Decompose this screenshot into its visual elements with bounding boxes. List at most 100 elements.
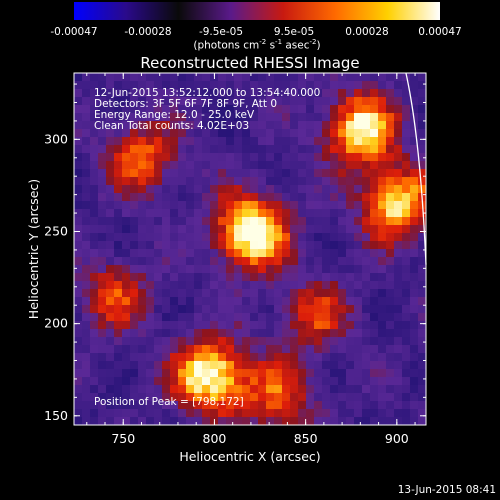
heatmap-cell bbox=[346, 113, 354, 121]
heatmap-cell bbox=[74, 393, 82, 401]
heatmap-cell bbox=[226, 241, 234, 249]
heatmap-cell bbox=[202, 353, 210, 361]
heatmap-cell bbox=[194, 313, 202, 321]
heatmap-cell bbox=[402, 273, 410, 281]
heatmap-cell bbox=[170, 113, 178, 121]
heatmap-cell bbox=[354, 345, 362, 353]
heatmap-cell bbox=[250, 257, 258, 265]
heatmap-cell bbox=[90, 297, 98, 305]
heatmap-cell bbox=[202, 201, 210, 209]
heatmap-cell bbox=[330, 201, 338, 209]
heatmap-cell bbox=[306, 177, 314, 185]
heatmap-cell bbox=[210, 169, 218, 177]
heatmap-cell bbox=[194, 185, 202, 193]
heatmap-cell bbox=[250, 105, 258, 113]
heatmap-cell bbox=[154, 385, 162, 393]
heatmap-cell bbox=[402, 193, 410, 201]
heatmap-cell bbox=[306, 89, 314, 97]
heatmap-cell bbox=[210, 185, 218, 193]
heatmap-cell bbox=[314, 329, 322, 337]
heatmap-cell bbox=[370, 193, 378, 201]
heatmap-cell bbox=[258, 225, 266, 233]
heatmap-cell bbox=[98, 81, 106, 89]
heatmap-cell bbox=[114, 225, 122, 233]
heatmap-cell bbox=[242, 193, 250, 201]
heatmap-cell bbox=[274, 177, 282, 185]
heatmap-cell bbox=[306, 321, 314, 329]
heatmap-cell bbox=[370, 417, 378, 425]
heatmap-cell bbox=[210, 305, 218, 313]
heatmap-cell bbox=[186, 153, 194, 161]
heatmap-cell bbox=[266, 81, 274, 89]
heatmap-cell bbox=[122, 145, 130, 153]
heatmap-cell bbox=[162, 361, 170, 369]
heatmap-cell bbox=[250, 297, 258, 305]
heatmap-cell bbox=[98, 225, 106, 233]
heatmap-cell bbox=[274, 233, 282, 241]
heatmap-cell bbox=[186, 257, 194, 265]
heatmap-cell bbox=[354, 81, 362, 89]
heatmap-cell bbox=[306, 217, 314, 225]
heatmap-cell bbox=[162, 121, 170, 129]
heatmap-cell bbox=[106, 241, 114, 249]
heatmap-cell bbox=[354, 89, 362, 97]
heatmap-cell bbox=[90, 305, 98, 313]
heatmap-cell bbox=[402, 265, 410, 273]
heatmap-cell bbox=[418, 153, 426, 161]
heatmap-cell bbox=[290, 217, 298, 225]
heatmap-cell bbox=[290, 345, 298, 353]
heatmap-cell bbox=[338, 377, 346, 385]
heatmap-cell bbox=[266, 417, 274, 425]
heatmap-cell bbox=[146, 305, 154, 313]
heatmap-cell bbox=[386, 97, 394, 105]
heatmap-cell bbox=[402, 249, 410, 257]
heatmap-cell bbox=[290, 393, 298, 401]
heatmap-cell bbox=[98, 145, 106, 153]
heatmap-cell bbox=[194, 145, 202, 153]
heatmap-cell bbox=[106, 169, 114, 177]
heatmap-cell bbox=[266, 137, 274, 145]
heatmap-cell bbox=[114, 289, 122, 297]
heatmap-cell bbox=[194, 369, 202, 377]
heatmap-cell bbox=[146, 121, 154, 129]
heatmap-cell bbox=[170, 321, 178, 329]
heatmap-cell bbox=[186, 321, 194, 329]
heatmap-cell bbox=[122, 313, 130, 321]
heatmap-cell bbox=[290, 81, 298, 89]
heatmap-cell bbox=[330, 145, 338, 153]
heatmap-cell bbox=[250, 289, 258, 297]
heatmap-cell bbox=[194, 129, 202, 137]
heatmap-cell bbox=[274, 289, 282, 297]
heatmap-cell bbox=[138, 353, 146, 361]
heatmap-cell bbox=[186, 345, 194, 353]
heatmap-cell bbox=[250, 401, 258, 409]
heatmap-cell bbox=[290, 225, 298, 233]
colorbar-tick-label: 9.5e-05 bbox=[273, 26, 315, 38]
heatmap-cell bbox=[258, 233, 266, 241]
heatmap-cell bbox=[98, 385, 106, 393]
heatmap-cell bbox=[266, 129, 274, 137]
heatmap-cell bbox=[338, 401, 346, 409]
heatmap-cell bbox=[306, 185, 314, 193]
heatmap-cell bbox=[418, 89, 426, 97]
heatmap-cell bbox=[154, 313, 162, 321]
heatmap-cell bbox=[274, 225, 282, 233]
heatmap-cell bbox=[410, 217, 418, 225]
heatmap-cell bbox=[258, 145, 266, 153]
heatmap-cell bbox=[394, 377, 402, 385]
heatmap-cell bbox=[162, 377, 170, 385]
heatmap-cell bbox=[386, 73, 394, 81]
heatmap-cell bbox=[394, 305, 402, 313]
heatmap-cell bbox=[346, 257, 354, 265]
heatmap-cell bbox=[154, 89, 162, 97]
heatmap-cell bbox=[394, 169, 402, 177]
heatmap-cell bbox=[146, 153, 154, 161]
heatmap-cell bbox=[418, 361, 426, 369]
heatmap-cell bbox=[306, 201, 314, 209]
heatmap-cell bbox=[74, 225, 82, 233]
heatmap-cell bbox=[146, 185, 154, 193]
heatmap-cell bbox=[82, 377, 90, 385]
heatmap-cell bbox=[138, 297, 146, 305]
heatmap-cell bbox=[410, 145, 418, 153]
heatmap-cell bbox=[330, 185, 338, 193]
